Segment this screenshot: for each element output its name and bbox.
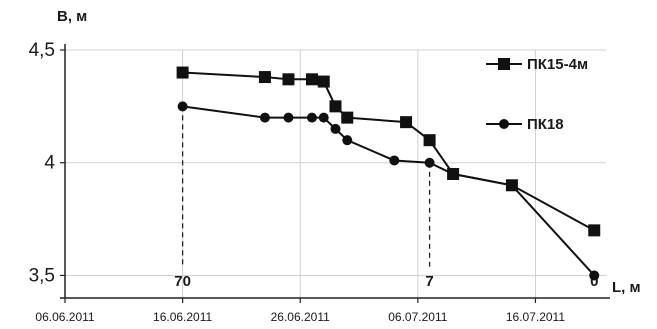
y-tick-label: 4 <box>44 153 55 174</box>
data-point <box>330 123 341 134</box>
data-point <box>305 73 318 86</box>
data-point <box>283 112 294 123</box>
data-point <box>306 112 317 123</box>
data-point <box>176 66 189 79</box>
data-point <box>506 180 517 191</box>
legend-marker <box>499 119 509 129</box>
x-tick-label: 16.06.2011 <box>153 310 212 324</box>
x-tick-label: 26.06.2011 <box>271 310 330 324</box>
grid <box>65 49 606 298</box>
legend-label: ПК18 <box>527 116 564 133</box>
legend: ПК15-4м ПК18 <box>486 56 588 133</box>
annotation-label: 70 <box>174 273 191 290</box>
data-point <box>448 169 459 179</box>
data-point <box>424 157 435 168</box>
y-axis-label: В, м <box>57 8 87 25</box>
data-point <box>259 112 270 123</box>
data-point <box>177 101 188 112</box>
series-2 <box>177 101 600 281</box>
annotation-label: 7 <box>425 273 433 290</box>
data-point <box>423 134 436 147</box>
axes: 4,5 4 3,5 06.06.2011 16.06.2011 26.06.2011 06.… <box>29 40 610 324</box>
x-tick-label: 06.07.2011 <box>388 310 447 324</box>
series-layer <box>176 66 601 281</box>
data-point <box>317 75 330 88</box>
data-point <box>588 224 601 237</box>
annotation-label: 0 <box>590 273 598 290</box>
data-point <box>389 155 400 166</box>
data-point <box>341 111 354 124</box>
x-axis-label: L, м <box>612 279 641 296</box>
x-tick-label: 16.07.2011 <box>506 310 565 324</box>
y-tick-label: 3,5 <box>29 265 55 286</box>
data-point <box>589 270 600 281</box>
data-point <box>342 135 353 146</box>
series-1 <box>176 66 601 237</box>
legend-marker <box>498 58 510 70</box>
data-point <box>318 112 329 123</box>
data-point <box>258 71 271 84</box>
data-point <box>400 116 413 129</box>
legend-item: ПК18 <box>486 116 564 133</box>
data-point <box>329 100 342 113</box>
legend-label: ПК15-4м <box>527 56 588 73</box>
y-tick-label: 4,5 <box>29 40 55 61</box>
legend-item: ПК15-4м <box>486 56 588 73</box>
data-point <box>282 73 295 86</box>
x-tick-label: 06.06.2011 <box>35 310 94 324</box>
